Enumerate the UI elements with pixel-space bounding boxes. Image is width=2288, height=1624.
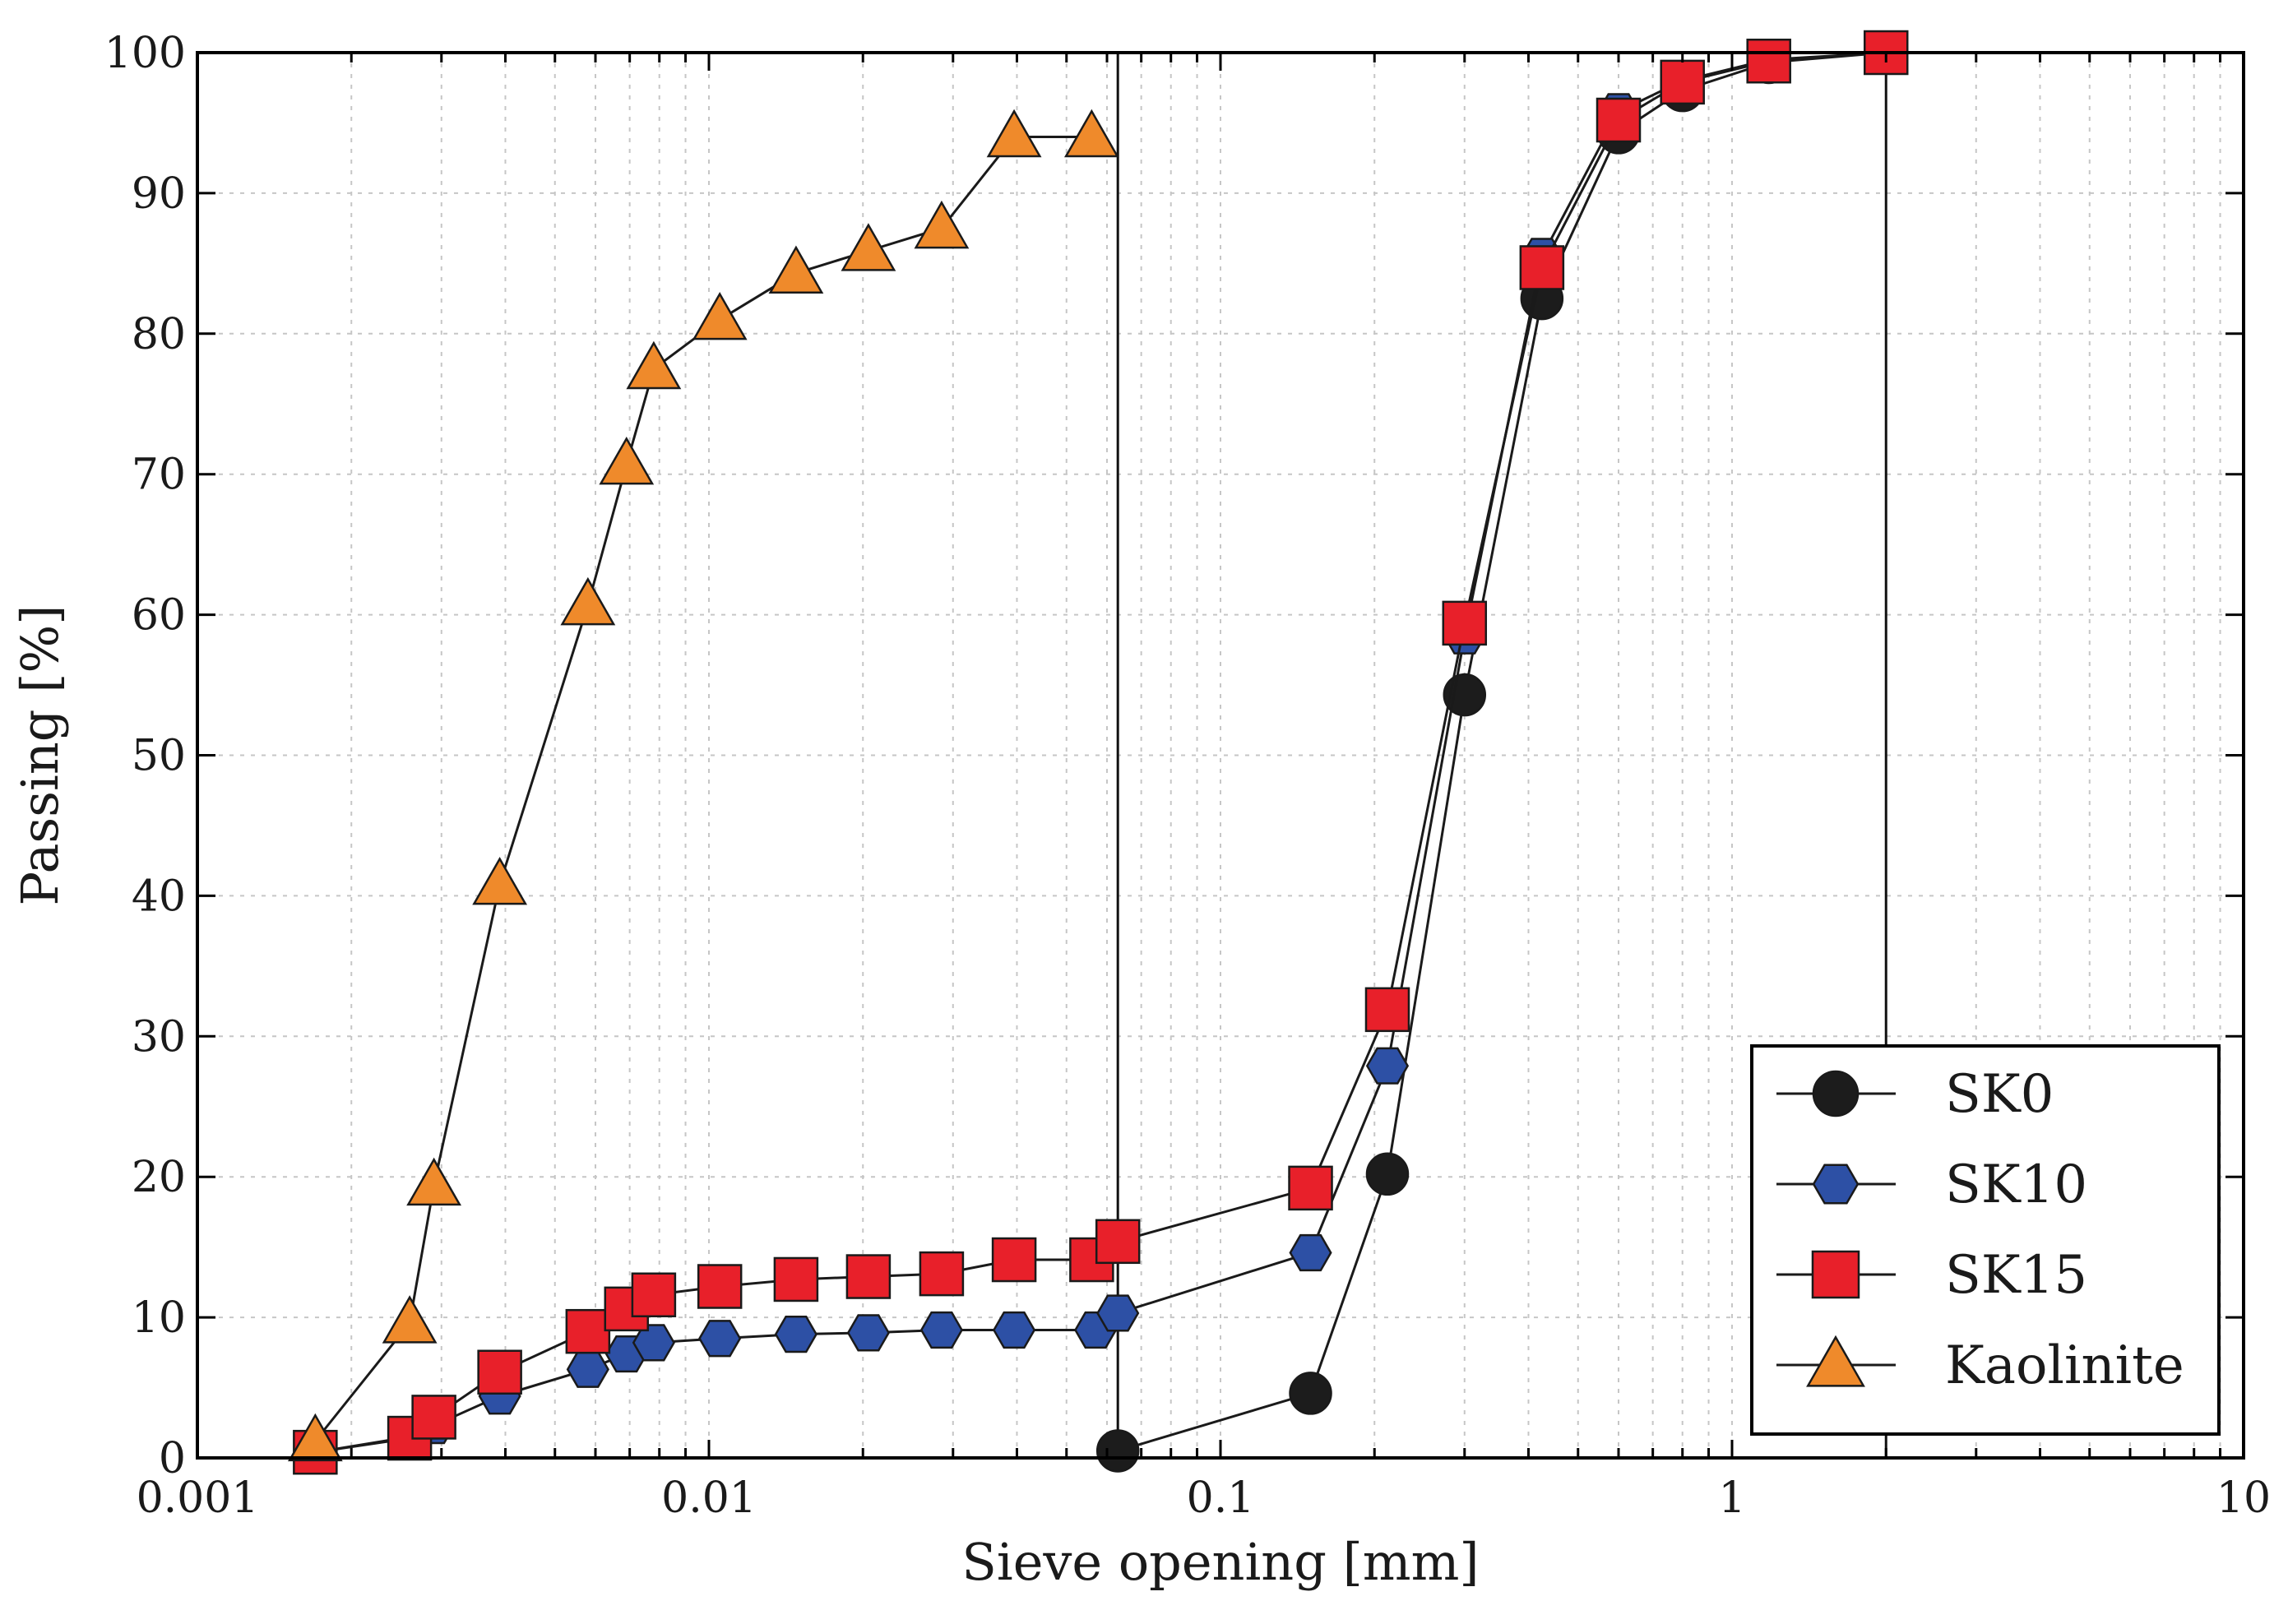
data-point-sk15 — [477, 1349, 522, 1395]
x-axis-label: Sieve opening [mm] — [961, 1532, 1479, 1592]
data-point-kaolinite — [560, 576, 616, 626]
data-point-sk10 — [846, 1314, 890, 1352]
data-point-sk15 — [1660, 59, 1705, 105]
legend-label-sk10: SK10 — [1945, 1154, 2087, 1215]
y-tick-label: 0 — [159, 1434, 186, 1483]
data-point-sk0 — [1289, 1372, 1332, 1415]
data-point-sk15 — [565, 1308, 611, 1354]
data-point-sk15 — [1288, 1165, 1333, 1211]
data-point-sk15 — [773, 1256, 819, 1302]
y-tick-label: 40 — [132, 872, 186, 921]
data-point-sk0 — [1365, 1152, 1410, 1196]
series-line-sk10 — [315, 51, 1887, 1454]
data-point-kaolinite — [626, 340, 682, 390]
legend-marker-sk0 — [1812, 1070, 1860, 1117]
data-point-sk10 — [919, 1311, 963, 1349]
legend-marker-kaolinite — [1806, 1335, 1865, 1387]
data-point-kaolinite — [986, 109, 1042, 158]
data-point-sk15 — [1442, 600, 1488, 646]
legend-marker-sk10 — [1812, 1164, 1860, 1205]
x-tick-label: 10 — [2216, 1474, 2271, 1523]
data-point-sk15 — [411, 1395, 456, 1440]
y-tick-label: 50 — [132, 732, 186, 781]
data-point-kaolinite — [1063, 109, 1119, 158]
y-tick-label: 100 — [104, 29, 186, 78]
y-tick-label: 10 — [132, 1293, 186, 1343]
y-tick-label: 30 — [132, 1012, 186, 1062]
data-point-sk15 — [1364, 987, 1410, 1033]
data-point-kaolinite — [472, 856, 528, 905]
data-point-sk15 — [697, 1264, 743, 1309]
legend-label-kaolinite: Kaolinite — [1945, 1335, 2184, 1396]
series-line-sk15 — [315, 51, 1887, 1454]
data-point-kaolinite — [287, 1413, 343, 1462]
series-group — [287, 30, 1909, 1475]
legend-label-sk15: SK15 — [1945, 1245, 2087, 1306]
series-kaolinite — [287, 109, 1119, 1462]
data-point-sk10 — [992, 1311, 1036, 1349]
data-point-kaolinite — [406, 1157, 462, 1206]
data-point-sk10 — [1365, 1047, 1410, 1085]
data-point-kaolinite — [768, 245, 824, 294]
data-point-kaolinite — [599, 436, 655, 485]
data-point-sk15 — [1596, 97, 1642, 143]
y-tick-label: 20 — [132, 1153, 186, 1202]
data-point-sk15 — [919, 1251, 965, 1297]
y-axis-label: Passing [%] — [10, 605, 70, 906]
y-tick-label: 70 — [132, 451, 186, 500]
x-tick-label: 1 — [1718, 1474, 1745, 1523]
legend-label-sk0: SK0 — [1945, 1064, 2054, 1125]
legend-marker-sk15 — [1811, 1250, 1860, 1299]
y-tick-label: 80 — [132, 310, 186, 359]
data-point-sk15 — [845, 1254, 892, 1299]
data-point-kaolinite — [692, 291, 748, 340]
data-point-sk15 — [631, 1272, 677, 1318]
data-point-sk10 — [566, 1350, 609, 1388]
data-point-kaolinite — [841, 223, 896, 271]
data-point-sk15 — [1095, 1219, 1141, 1265]
data-point-sk0 — [1095, 1429, 1140, 1473]
data-point-sk10 — [774, 1316, 817, 1353]
data-point-sk10 — [1096, 1294, 1140, 1332]
data-point-sk15 — [991, 1237, 1037, 1283]
data-point-sk0 — [1443, 673, 1487, 717]
data-point-sk10 — [1289, 1233, 1332, 1272]
x-tick-label: 0.001 — [137, 1474, 259, 1523]
data-point-sk10 — [698, 1320, 742, 1358]
data-point-sk15 — [1746, 39, 1791, 84]
data-point-sk15 — [1519, 245, 1565, 290]
legend: SK0 SK10 SK15 Kaolinite — [1750, 1044, 2221, 1436]
data-point-kaolinite — [914, 200, 970, 249]
x-tick-label: 0.01 — [661, 1474, 757, 1523]
data-point-sk10 — [632, 1324, 675, 1362]
y-tick-label: 90 — [132, 169, 186, 219]
y-tick-label: 60 — [132, 591, 186, 641]
x-tick-label: 0.1 — [1187, 1474, 1255, 1523]
data-point-kaolinite — [382, 1295, 438, 1344]
series-sk15 — [293, 30, 1909, 1475]
